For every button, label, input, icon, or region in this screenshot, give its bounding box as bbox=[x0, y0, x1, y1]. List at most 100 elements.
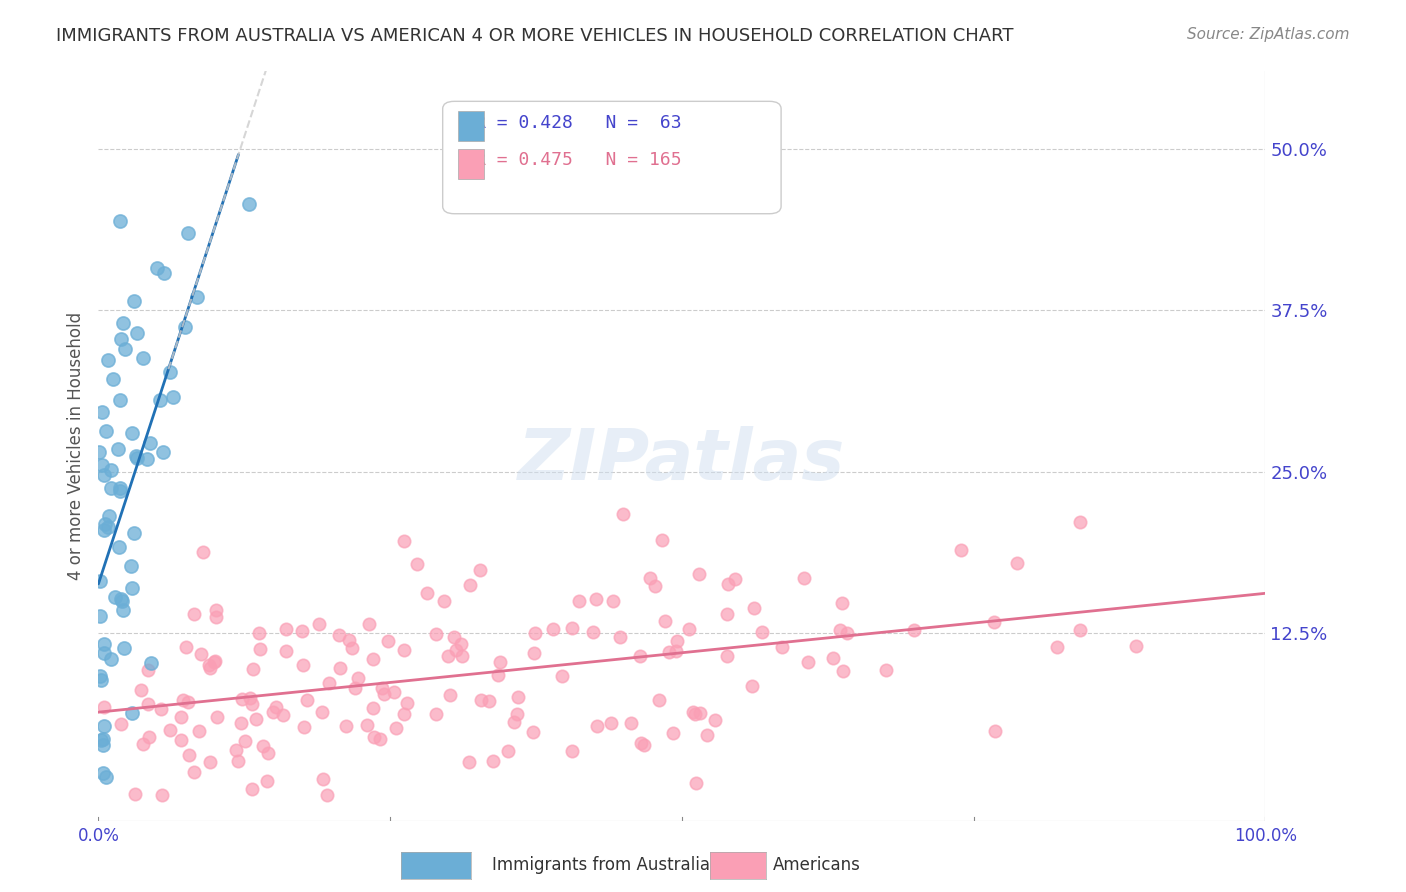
Point bbox=[633, 739, 655, 753]
Point bbox=[239, 690, 262, 705]
Point bbox=[446, 643, 468, 657]
Point bbox=[89, 608, 111, 623]
Point bbox=[1069, 624, 1091, 638]
Point bbox=[170, 733, 193, 747]
Point bbox=[139, 435, 162, 450]
Point bbox=[724, 572, 747, 586]
Point bbox=[225, 743, 247, 757]
Point bbox=[582, 624, 605, 639]
Point bbox=[198, 661, 221, 675]
FancyBboxPatch shape bbox=[443, 102, 782, 214]
Point bbox=[875, 663, 897, 677]
Point bbox=[831, 664, 853, 678]
Point bbox=[93, 516, 115, 531]
Point bbox=[89, 574, 111, 588]
Point bbox=[89, 669, 111, 683]
Point bbox=[609, 630, 631, 644]
Point bbox=[114, 342, 136, 356]
Point bbox=[470, 563, 492, 577]
Point bbox=[716, 607, 738, 622]
Point bbox=[124, 788, 146, 802]
Point bbox=[356, 718, 378, 732]
Point bbox=[433, 594, 456, 608]
Point bbox=[568, 594, 591, 608]
Point bbox=[371, 681, 394, 696]
Point bbox=[651, 533, 673, 547]
Point bbox=[93, 732, 115, 747]
Point bbox=[717, 576, 740, 591]
Point bbox=[193, 544, 215, 558]
Point bbox=[187, 724, 209, 739]
Point bbox=[174, 640, 197, 654]
Point bbox=[665, 643, 688, 657]
Point bbox=[108, 214, 131, 228]
Point bbox=[329, 661, 352, 675]
Point bbox=[245, 712, 267, 726]
Point bbox=[837, 626, 859, 640]
Point bbox=[97, 520, 120, 534]
Point bbox=[600, 716, 623, 731]
Point bbox=[100, 652, 122, 666]
Point bbox=[135, 451, 157, 466]
Point bbox=[612, 507, 634, 521]
Point bbox=[648, 693, 671, 707]
Point bbox=[628, 648, 651, 663]
Point bbox=[443, 630, 465, 644]
Point bbox=[950, 542, 973, 557]
Point bbox=[97, 353, 120, 368]
Point bbox=[1069, 515, 1091, 529]
Point bbox=[152, 267, 174, 281]
Point bbox=[368, 732, 391, 747]
Point bbox=[688, 566, 710, 581]
Point bbox=[770, 640, 793, 654]
Point bbox=[93, 647, 115, 661]
Point bbox=[457, 756, 479, 770]
Point bbox=[696, 728, 718, 742]
Point bbox=[385, 721, 408, 735]
Point bbox=[231, 716, 253, 731]
Text: R = 0.428   N =  63: R = 0.428 N = 63 bbox=[475, 113, 682, 131]
Point bbox=[90, 733, 112, 747]
Point bbox=[125, 326, 148, 341]
Point bbox=[235, 734, 257, 748]
Point bbox=[177, 747, 200, 762]
Point bbox=[139, 657, 162, 671]
Point bbox=[363, 730, 385, 744]
Point bbox=[146, 260, 169, 275]
Point bbox=[828, 623, 851, 637]
Point bbox=[551, 669, 574, 683]
Point bbox=[204, 654, 226, 668]
Point bbox=[121, 425, 143, 440]
Point bbox=[295, 693, 318, 707]
Point bbox=[470, 692, 492, 706]
Point bbox=[751, 624, 773, 639]
Point bbox=[162, 390, 184, 404]
Point bbox=[685, 776, 707, 790]
Point bbox=[93, 524, 115, 538]
Point bbox=[190, 647, 212, 661]
Point bbox=[257, 746, 280, 760]
Point bbox=[172, 692, 194, 706]
Point bbox=[1005, 557, 1028, 571]
Point bbox=[274, 644, 297, 658]
Point bbox=[125, 449, 148, 463]
Point bbox=[100, 463, 122, 477]
Point bbox=[271, 708, 294, 723]
Point bbox=[486, 668, 509, 682]
Point bbox=[108, 392, 131, 407]
Point bbox=[328, 628, 350, 642]
Point bbox=[425, 706, 447, 721]
Point bbox=[392, 706, 415, 721]
Point bbox=[112, 640, 135, 655]
Point bbox=[602, 594, 624, 608]
Point bbox=[108, 481, 131, 495]
Point bbox=[1046, 640, 1069, 654]
Point bbox=[247, 625, 270, 640]
Point bbox=[416, 586, 439, 600]
Point bbox=[489, 655, 512, 669]
Point bbox=[451, 649, 474, 664]
Point bbox=[682, 705, 704, 719]
Point bbox=[136, 663, 159, 677]
Point bbox=[132, 351, 155, 365]
Point bbox=[458, 578, 481, 592]
